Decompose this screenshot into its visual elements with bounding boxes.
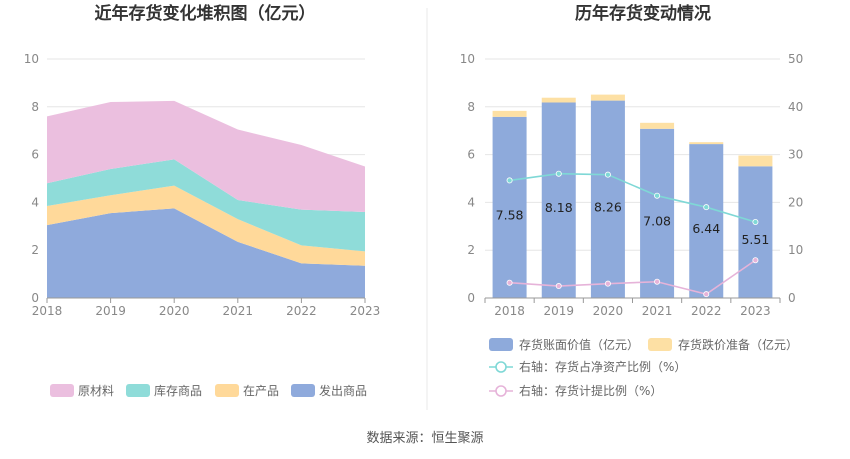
point-右轴：存货计提比例（%） <box>654 278 661 285</box>
y2-tick-label: 20 <box>788 195 803 209</box>
x-tick-label: 2021 <box>642 304 673 318</box>
y2-tick-label: 10 <box>788 243 803 257</box>
source-note: 数据来源：恒生聚源 <box>366 431 483 446</box>
point-右轴：存货计提比例（%） <box>752 257 759 264</box>
legend-label: 右轴：存货计提比例（%） <box>519 383 662 398</box>
y2-tick-label: 30 <box>788 148 803 162</box>
y-tick-label: 8 <box>31 100 39 114</box>
y2-tick-label: 40 <box>788 100 803 114</box>
point-右轴：存货计提比例（%） <box>703 291 710 298</box>
bar-存货跌价准备（亿元） <box>640 122 675 129</box>
y-tick-label: 10 <box>24 52 39 66</box>
area-发出商品 <box>47 208 365 298</box>
line-右轴：存货占净资产比例（%） <box>509 172 756 223</box>
x-tick-label: 2018 <box>494 304 525 318</box>
bar-存货账面价值（亿元） <box>590 100 625 298</box>
area-库存商品 <box>47 159 365 252</box>
legend-label: 库存商品 <box>154 383 202 398</box>
y-tick-label: 2 <box>31 243 39 257</box>
bar-存货跌价准备（亿元） <box>541 97 576 103</box>
left-stacked-area-chart: 0 2 4 6 8 10 2018 2019 2020 2021 2022 2023 原材料 库存商品 在产… <box>24 52 381 398</box>
x-tick-label: 2019 <box>95 304 126 318</box>
bar-value-label: 7.58 <box>496 207 524 222</box>
line-右轴：存货计提比例（%） <box>509 259 756 296</box>
legend-swatch <box>648 338 672 351</box>
bar-value-label: 8.26 <box>594 199 622 214</box>
left-chart-title: 近年存货变化堆积图（亿元） <box>95 3 316 24</box>
x-tick-label: 2021 <box>223 304 254 318</box>
legend-swatch <box>126 384 150 397</box>
point-右轴：存货占净资产比例（%） <box>555 170 562 177</box>
point-右轴：存货占净资产比例（%） <box>654 192 661 199</box>
area-在产品 <box>47 185 365 266</box>
legend-swatch <box>489 338 513 351</box>
bar-存货账面价值（亿元） <box>640 128 675 298</box>
y2-tick-label: 50 <box>788 52 803 66</box>
legend-marker <box>495 361 507 373</box>
legend-label: 存货账面价值（亿元） <box>519 337 639 352</box>
y-tick-label: 10 <box>460 52 475 66</box>
bar-value-label: 5.51 <box>741 232 769 247</box>
y2-tick-label: 0 <box>788 291 796 305</box>
point-右轴：存货占净资产比例（%） <box>752 218 759 225</box>
bar-存货跌价准备（亿元） <box>492 110 527 117</box>
x-tick-label: 2022 <box>691 304 722 318</box>
point-右轴：存货占净资产比例（%） <box>506 177 513 184</box>
y-tick-label: 0 <box>467 291 475 305</box>
bar-value-label: 7.08 <box>643 213 671 228</box>
y-tick-label: 2 <box>467 243 475 257</box>
point-右轴：存货占净资产比例（%） <box>703 204 710 211</box>
bar-存货账面价值（亿元） <box>689 144 724 298</box>
legend-label: 右轴：存货占净资产比例（%） <box>519 359 686 374</box>
legend-label: 在产品 <box>243 384 279 398</box>
right-chart-title: 历年存货变动情况 <box>575 3 711 24</box>
x-tick-label: 2022 <box>286 304 317 318</box>
point-右轴：存货计提比例（%） <box>604 280 611 287</box>
x-tick-label: 2020 <box>159 304 190 318</box>
y-tick-label: 8 <box>467 100 475 114</box>
legend-label: 原材料 <box>78 384 114 398</box>
x-tick-label: 2018 <box>32 304 63 318</box>
bar-存货跌价准备（亿元） <box>590 94 625 101</box>
area-原材料 <box>47 100 365 212</box>
y-tick-label: 6 <box>31 148 39 162</box>
bar-存货账面价值（亿元） <box>738 166 773 298</box>
y-tick-label: 0 <box>31 291 39 305</box>
bar-存货账面价值（亿元） <box>492 116 527 298</box>
y-tick-label: 4 <box>467 195 475 209</box>
bar-存货跌价准备（亿元） <box>738 155 773 167</box>
bar-存货账面价值（亿元） <box>541 102 576 298</box>
legend-marker <box>495 385 507 397</box>
point-右轴：存货占净资产比例（%） <box>604 171 611 178</box>
point-右轴：存货计提比例（%） <box>506 279 513 286</box>
y-tick-label: 6 <box>467 148 475 162</box>
bar-value-label: 8.18 <box>545 200 573 215</box>
bar-value-label: 6.44 <box>692 221 720 236</box>
legend-swatch <box>291 384 315 397</box>
x-tick-label: 2020 <box>593 304 624 318</box>
x-tick-label: 2023 <box>740 304 771 318</box>
legend-swatch <box>50 384 74 397</box>
legend-swatch <box>215 384 239 397</box>
x-tick-label: 2023 <box>350 304 381 318</box>
bar-存货跌价准备（亿元） <box>689 142 724 145</box>
right-bar-line-chart: 0 2 4 6 8 10 0 10 20 30 40 50 7.58 8.18 8.26 7.08 6.44 5.… <box>460 52 804 398</box>
legend-label: 存货跌价准备（亿元） <box>678 337 798 352</box>
y-tick-label: 4 <box>31 195 39 209</box>
x-tick-label: 2019 <box>543 304 574 318</box>
legend-label: 发出商品 <box>319 383 367 398</box>
point-右轴：存货计提比例（%） <box>555 283 562 290</box>
